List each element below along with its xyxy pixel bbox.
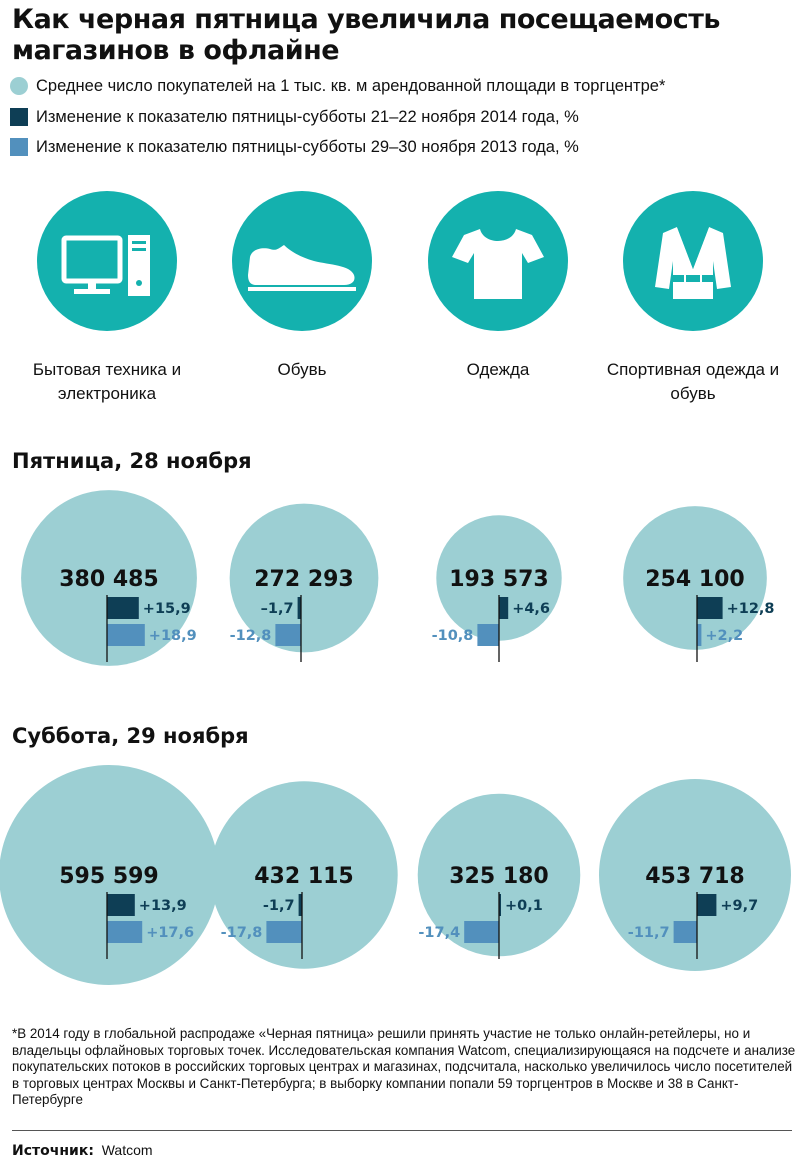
change-bar-1-0-0 — [107, 894, 135, 916]
section-title-saturday: Суббота, 29 ноября — [12, 724, 249, 748]
visitor-value-1-3: 453 718 — [645, 864, 745, 889]
change-label-1-1-0: +17,6 — [146, 925, 194, 941]
change-bar-0-0-3 — [697, 597, 723, 619]
change-label-0-1-1: -12,8 — [230, 628, 272, 644]
legend-item-change-2014: Изменение к показателю пятницы-субботы 2… — [10, 106, 579, 128]
legend-swatch-light — [10, 138, 28, 156]
change-bar-1-0-1 — [298, 894, 302, 916]
visitor-value-0-2: 193 573 — [449, 567, 549, 592]
kimono-icon — [623, 191, 763, 331]
visitor-value-1-1: 432 115 — [254, 864, 354, 889]
bubble-0-2 — [436, 515, 562, 641]
change-label-0-1-2: -10,8 — [432, 628, 474, 644]
footnote: *В 2014 году в глобальной распродаже «Че… — [12, 1026, 796, 1107]
legend-item-change-2013: Изменение к показателю пятницы-субботы 2… — [10, 136, 579, 158]
legend-item-visitors: Среднее число покупателей на 1 тыс. кв. … — [10, 75, 665, 97]
visitor-value-0-1: 272 293 — [254, 567, 354, 592]
change-label-0-0-0: +15,9 — [143, 601, 191, 617]
bubble-1-3 — [598, 778, 792, 972]
bubble-chart: 380 485 272 293 193 573 254 100 +15,9 –1,7 +4,… — [0, 490, 792, 985]
category-label-clothing: Одежда — [466, 360, 530, 379]
change-label-1-1-1: -17,8 — [221, 925, 263, 941]
category-label-electronics: Бытовая техника и электроника — [32, 360, 182, 403]
change-label-1-1-2: -17,4 — [418, 925, 460, 941]
change-bar-1-1-1 — [266, 921, 302, 943]
category-label-sportswear: Спортивная одежда и обувь — [606, 360, 780, 403]
change-label-1-0-2: +0,1 — [505, 898, 543, 914]
change-label-1-0-0: +13,9 — [139, 898, 187, 914]
change-label-1-0-1: -1,7 — [263, 898, 295, 914]
source-value: Watcom — [101, 1142, 153, 1158]
visitor-value-0-0: 380 485 — [59, 567, 159, 592]
visitor-value-1-0: 595 599 — [59, 864, 159, 889]
change-label-0-0-3: +12,8 — [727, 601, 775, 617]
source-divider — [12, 1130, 792, 1131]
legend-swatch-dark — [10, 108, 28, 126]
change-bar-1-1-2 — [464, 921, 499, 943]
legend-label: Изменение к показателю пятницы-субботы 2… — [36, 138, 579, 156]
change-bar-1-0-3 — [697, 894, 717, 916]
category-label-shoes: Обувь — [277, 360, 327, 379]
computer-icon — [37, 191, 177, 331]
tshirt-icon — [428, 191, 568, 331]
source: Источник: Watcom — [12, 1142, 153, 1159]
bubble-0-3 — [623, 506, 767, 650]
bubble-0-1 — [229, 503, 379, 653]
bubble-1-1 — [210, 781, 398, 969]
change-label-0-1-3: +2,2 — [705, 628, 743, 644]
change-bar-0-1-0 — [107, 624, 145, 646]
change-label-0-1-0: +18,9 — [149, 628, 197, 644]
visitor-value-1-2: 325 180 — [449, 864, 549, 889]
change-bar-0-0-0 — [107, 597, 139, 619]
change-bar-0-1-2 — [477, 624, 499, 646]
shoe-icon — [232, 191, 372, 331]
source-label: Источник: — [12, 1143, 94, 1159]
change-label-0-0-1: –1,7 — [261, 601, 294, 617]
legend-swatch-circle — [10, 77, 28, 95]
section-title-friday: Пятница, 28 ноября — [12, 449, 252, 473]
change-bar-1-1-0 — [107, 921, 143, 943]
change-bar-0-1-1 — [275, 624, 301, 646]
change-bar-0-0-1 — [297, 597, 301, 619]
bubble-1-2 — [417, 793, 581, 957]
bubble-1-0 — [0, 765, 219, 985]
legend-label: Среднее число покупателей на 1 тыс. кв. … — [36, 77, 666, 95]
change-label-1-0-3: +9,7 — [720, 898, 758, 914]
change-bar-0-0-2 — [499, 597, 509, 619]
visitor-value-0-3: 254 100 — [645, 567, 745, 592]
change-bar-1-0-2 — [499, 894, 501, 916]
chart-title: Как черная пятница увеличила посещаемост… — [12, 4, 720, 66]
change-label-0-0-2: +4,6 — [512, 601, 550, 617]
change-bar-0-1-3 — [697, 624, 702, 646]
change-label-1-1-3: -11,7 — [628, 925, 670, 941]
bubble-0-0 — [21, 490, 197, 666]
change-bar-1-1-3 — [673, 921, 697, 943]
legend-label: Изменение к показателю пятницы-субботы 2… — [36, 108, 579, 126]
